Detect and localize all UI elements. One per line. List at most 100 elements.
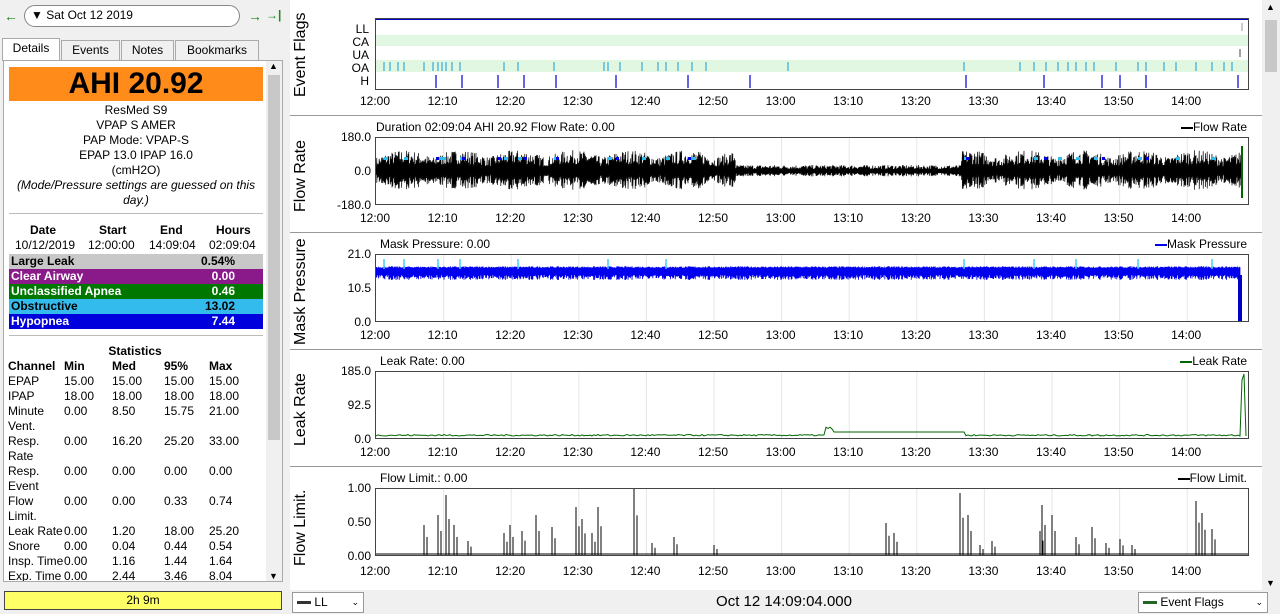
obstructive-marker: [1058, 157, 1062, 160]
obstructive-marker: [1138, 157, 1142, 160]
x-tick-label: 12:20: [495, 211, 526, 225]
hypopnea-marker: [524, 157, 527, 160]
header-hours: Hours: [216, 223, 251, 237]
graph-mask-pressure[interactable]: Mask Pressure Mask Pressure: 0.00 Mask P…: [290, 234, 1262, 350]
plot-area[interactable]: [375, 488, 1249, 556]
graph-title: Leak Rate: [292, 373, 309, 447]
tab-bookmarks[interactable]: Bookmarks: [175, 40, 259, 60]
plot-svg: [376, 138, 1243, 204]
stats-value: 0.04: [112, 539, 136, 553]
graph-event-flags[interactable]: Event Flags 12:00 12:10 12:20 12:30 12:40 12:…: [290, 0, 1262, 116]
graph-flow-rate[interactable]: Flow Rate Duration 02:09:04 AHI 20.92 Fl…: [290, 117, 1262, 233]
x-tick-label: 13:40: [1035, 211, 1067, 225]
graph-leak-rate[interactable]: Leak Rate Leak Rate: 0.00 Leak Rate 12:0…: [290, 351, 1262, 467]
x-tick-label: 13:20: [900, 445, 931, 459]
stats-channel: Flow: [8, 494, 34, 508]
stats-channel: Leak Rate: [8, 524, 63, 538]
end-drop: [1238, 275, 1242, 321]
x-tick-label: 13:30: [968, 564, 999, 578]
graph-title: Flow Rate: [292, 139, 309, 213]
event-row[interactable]: Large Leak 0.54%: [9, 254, 263, 269]
obstructive-marker: [1034, 157, 1038, 160]
back-arrow-icon[interactable]: ←: [4, 8, 18, 24]
x-tick-label: 13:20: [900, 211, 931, 225]
stats-value: 0.00: [112, 464, 136, 478]
stats-value: 0.54: [209, 539, 233, 553]
date-selector[interactable]: ▼ Sat Oct 12 2019: [24, 5, 240, 27]
scrollbar-thumb[interactable]: [268, 75, 280, 440]
x-tick-label: 12:00: [359, 564, 391, 578]
y-tick-label: 21.0: [347, 247, 371, 261]
stats-channel: Exp. Time: [8, 569, 62, 582]
plot-area[interactable]: [375, 18, 1249, 90]
event-swatch: [1143, 601, 1157, 605]
obstructive-marker: [384, 157, 388, 160]
details-panel: AHI 20.92 ResMed S9 VPAP S AMER PAP Mode…: [3, 60, 283, 582]
tab-notes[interactable]: Notes: [121, 40, 174, 60]
event-label: Clear Airway: [11, 269, 84, 283]
plot-area[interactable]: [375, 371, 1249, 439]
event-row[interactable]: Clear Airway 0.00: [9, 269, 263, 284]
x-tick-label: 12:10: [427, 94, 458, 108]
scrollbar-thumb[interactable]: [1265, 20, 1277, 72]
stats-channel: Event: [8, 479, 39, 493]
event-row[interactable]: Obstructive 13.02: [9, 299, 263, 314]
event-row[interactable]: Hypopnea 7.44: [9, 314, 263, 329]
stats-channel: Minute: [8, 404, 45, 418]
stats-value: 18.00: [164, 524, 195, 538]
stats-column-header: Med: [112, 359, 136, 373]
x-tick-label: 13:00: [765, 564, 796, 578]
stats-value: 15.00: [209, 374, 240, 388]
x-tick-label: 13:40: [1035, 328, 1067, 342]
x-tick-label: 12:40: [630, 94, 661, 108]
legend-label: Flow Rate: [1192, 120, 1247, 134]
stats-value: 0.00: [64, 464, 88, 478]
last-day-icon[interactable]: →|: [266, 8, 282, 22]
details-scrollbar[interactable]: ▲ ▼: [266, 61, 282, 581]
event-label: Large Leak: [11, 254, 75, 268]
x-tick-label: 13:50: [1103, 328, 1134, 342]
stats-channel: Insp. Time: [8, 554, 64, 568]
y-tick-label: 1.00: [347, 481, 371, 495]
hypopnea-marker: [462, 157, 465, 160]
x-tick-label: 12:20: [495, 94, 526, 108]
stats-value: 8.04: [209, 569, 233, 582]
forward-arrow-icon[interactable]: →: [248, 8, 262, 24]
stats-channel: EPAP: [8, 374, 40, 388]
plot-svg: [376, 255, 1242, 321]
pressure-unit: (cmH2O): [111, 163, 161, 177]
divider: [9, 213, 263, 214]
graph-legend: Flow Rate: [1180, 120, 1247, 134]
plot-area[interactable]: [375, 254, 1249, 322]
left-panel: ← ▼ Sat Oct 12 2019 → →| Details Events …: [0, 0, 288, 614]
stats-column-header: 95%: [164, 359, 189, 373]
graph-flow-limitation[interactable]: Flow Limit. Flow Limit.: 0.00 Flow Limit…: [290, 468, 1262, 586]
chevron-down-icon: ⌄: [351, 597, 359, 607]
channel-select[interactable]: LL ⌄: [292, 592, 364, 613]
scroll-down-icon[interactable]: ▼: [1266, 578, 1275, 588]
scroll-up-icon[interactable]: ▲: [269, 61, 278, 71]
graphs-scrollbar[interactable]: ▲ ▼: [1262, 0, 1280, 590]
obstructive-marker: [438, 157, 442, 160]
plot-area[interactable]: [375, 137, 1249, 205]
x-tick-label: 13:00: [765, 94, 796, 108]
tab-details[interactable]: Details: [2, 38, 60, 61]
y-tick-label: 185.0: [340, 364, 371, 378]
legend-swatch: [1177, 477, 1190, 480]
y-tick-label: 10.5: [347, 281, 371, 295]
stats-value: 25.20: [164, 434, 195, 448]
x-tick-label: 13:50: [1103, 94, 1134, 108]
plot-svg: [376, 489, 1248, 555]
x-tick-label: 12:40: [630, 445, 661, 459]
graph-title: Mask Pressure: [292, 238, 309, 346]
event-row[interactable]: Unclassified Apnea 0.46: [9, 284, 263, 299]
event-flags-select[interactable]: Event Flags ⌄: [1138, 592, 1268, 613]
tab-events[interactable]: Events: [61, 40, 120, 60]
scroll-up-icon[interactable]: ▲: [1266, 2, 1275, 12]
scroll-down-icon[interactable]: ▼: [269, 571, 278, 581]
obstructive-marker: [518, 157, 522, 160]
stats-value: 0.00: [64, 404, 88, 418]
session-hours: 02:09:04: [209, 238, 256, 252]
tab-bar: Details Events Notes Bookmarks: [0, 38, 288, 61]
hypopnea-marker: [1102, 157, 1105, 160]
